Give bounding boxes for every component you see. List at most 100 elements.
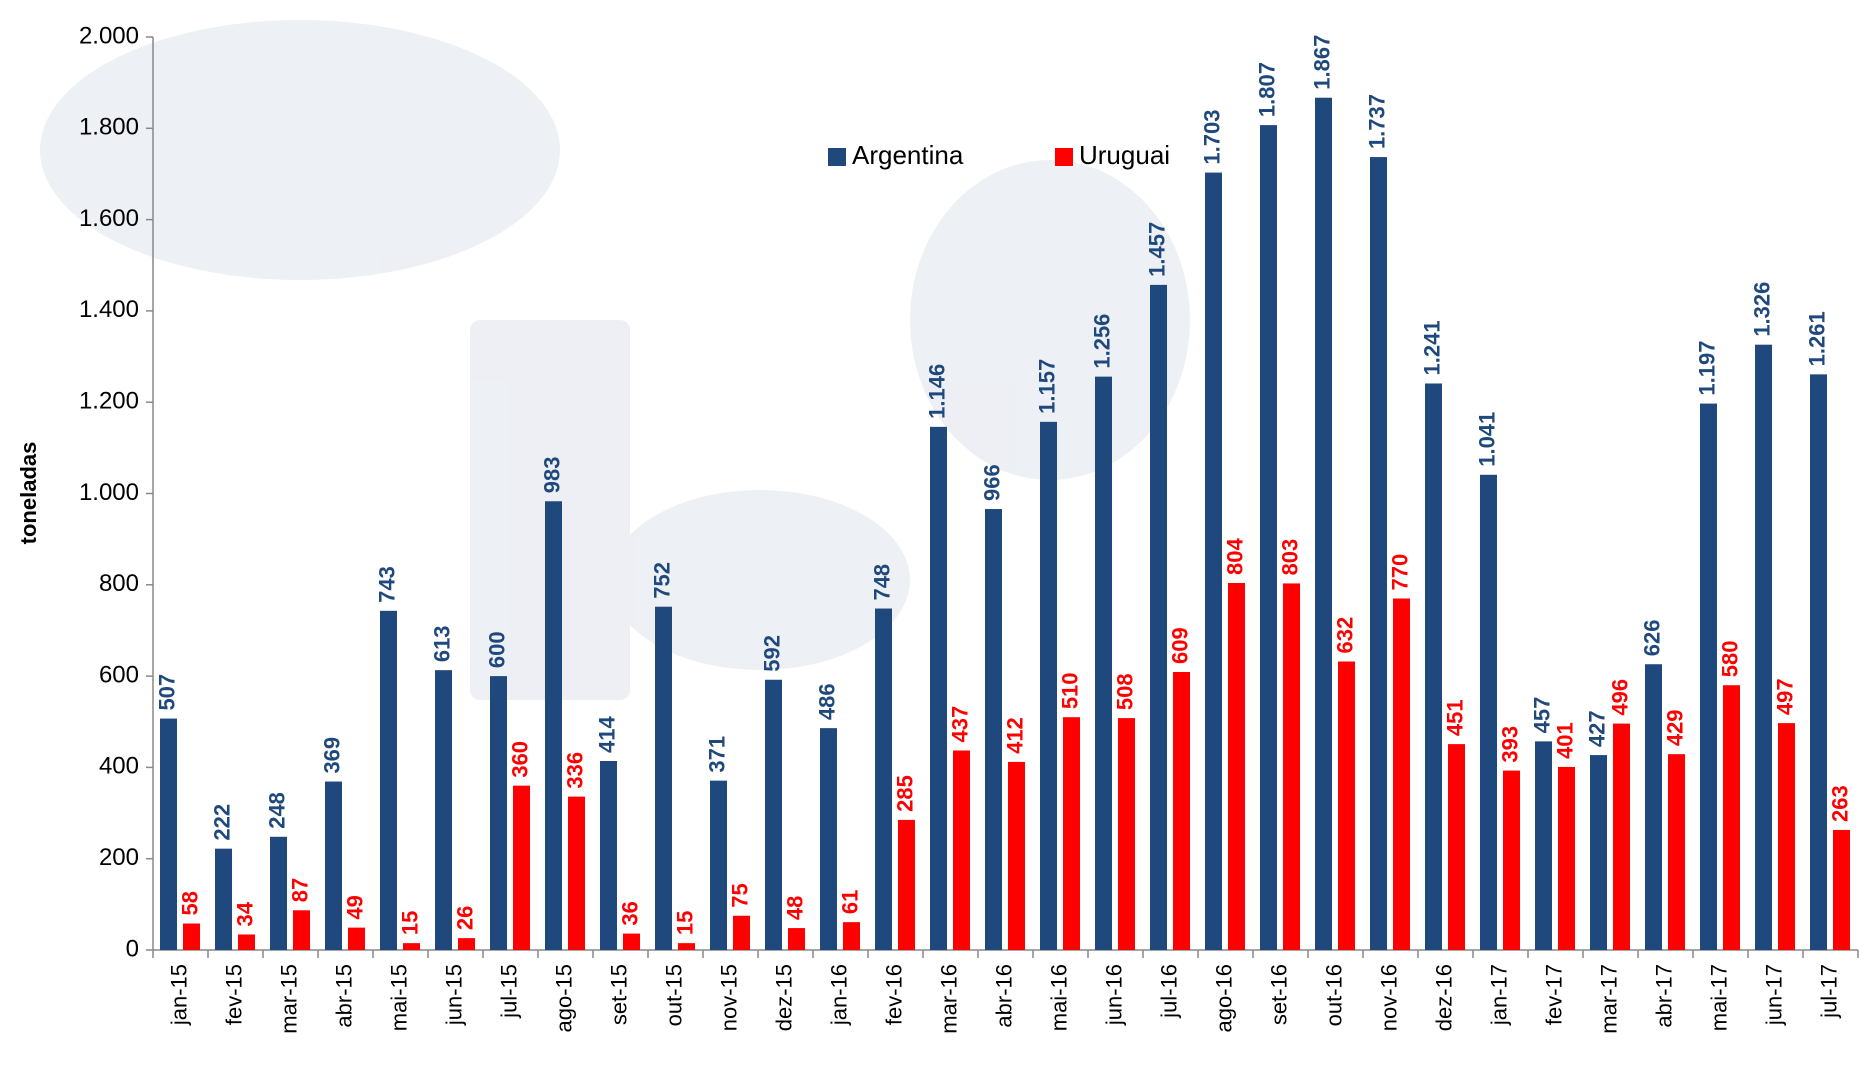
bar [380,610,397,950]
bar [1283,583,1300,950]
x-tick-label: out-15 [661,964,686,1026]
x-tick-label: fev-16 [881,964,906,1025]
bar [623,933,640,950]
bar [1755,344,1772,950]
bar [513,785,530,950]
bar [1063,717,1080,950]
bar [490,676,507,950]
value-label: 609 [1167,627,1192,664]
bar [1613,723,1630,950]
x-tick-label: jun-16 [1101,964,1126,1026]
value-label: 371 [704,736,729,773]
x-tick-label: mai-16 [1046,964,1071,1031]
bar [1315,97,1332,951]
bar [325,781,342,950]
bar [1338,661,1355,950]
value-label: 369 [319,737,344,774]
watermark [40,20,1190,700]
x-tick-label: fev-15 [221,964,246,1025]
x-tick-label: set-15 [606,964,631,1025]
y-tick-label: 0 [126,935,139,962]
x-tick-label: jan-17 [1486,964,1511,1026]
value-label: 580 [1717,641,1742,678]
bar [545,501,562,950]
value-label: 1.146 [924,364,949,419]
value-label: 1.737 [1364,94,1389,149]
x-tick-label: mai-15 [386,964,411,1031]
bar [710,780,727,950]
value-label: 58 [177,891,202,915]
legend-swatch [1055,148,1073,166]
legend-label: Argentina [852,140,964,170]
x-tick-label: mar-16 [936,964,961,1034]
value-label: 632 [1332,617,1357,654]
bar [270,836,287,950]
value-label: 1.256 [1089,314,1114,369]
value-label: 748 [869,564,894,601]
value-label: 285 [892,775,917,812]
y-axis-label: toneladas [16,442,41,545]
value-label: 1.867 [1309,35,1334,90]
value-label: 983 [539,457,564,494]
value-label: 1.197 [1694,341,1719,396]
x-tick-label: dez-15 [771,964,796,1031]
bar [1503,770,1520,950]
value-label: 770 [1387,554,1412,591]
bar [1833,829,1850,950]
value-label: 966 [979,464,1004,501]
bar [458,938,475,950]
value-label: 427 [1584,710,1609,747]
bar [215,848,232,950]
value-label: 263 [1827,785,1852,822]
bar [1700,403,1717,951]
bar [1260,125,1277,951]
y-tick-label: 200 [99,844,139,871]
value-label: 804 [1222,538,1247,575]
value-label: 412 [1002,717,1027,754]
bar [1480,474,1497,950]
value-label: 1.041 [1474,412,1499,467]
x-tick-label: mar-17 [1596,964,1621,1034]
x-tick-label: jan-15 [166,964,191,1026]
value-label: 401 [1552,722,1577,759]
bar [820,728,837,950]
value-label: 360 [507,741,532,778]
value-label: 26 [452,906,477,930]
value-label: 87 [287,878,312,902]
value-label: 393 [1497,726,1522,763]
value-label: 803 [1277,539,1302,576]
bar [875,608,892,950]
bar [1370,157,1387,950]
y-tick-label: 800 [99,570,139,597]
bar [1778,723,1795,950]
x-tick-label: jan-16 [826,964,851,1026]
bar [985,509,1002,950]
value-label: 48 [782,896,807,920]
bar [733,915,750,950]
bar [160,718,177,950]
value-label: 336 [562,752,587,789]
x-tick-label: set-16 [1266,964,1291,1025]
bar [348,927,365,950]
value-label: 486 [814,683,839,720]
bar [1558,766,1575,950]
value-label: 36 [617,901,642,925]
value-label: 613 [429,625,454,662]
bar [1810,374,1827,950]
value-label: 496 [1607,679,1632,716]
value-label: 248 [264,792,289,829]
x-tick-label: abr-16 [991,964,1016,1028]
value-label: 429 [1662,709,1687,746]
value-label: 34 [232,901,257,926]
bar [1008,761,1025,950]
x-tick-label: nov-16 [1376,964,1401,1031]
y-tick-label: 600 [99,661,139,688]
x-tick-label: jul-16 [1156,964,1181,1019]
x-tick-label: out-16 [1321,964,1346,1026]
y-tick-label: 1.800 [79,114,139,141]
x-tick-label: jul-15 [496,964,521,1019]
x-tick-label: jun-15 [441,964,466,1026]
value-label: 61 [837,890,862,914]
bar [1668,754,1685,950]
